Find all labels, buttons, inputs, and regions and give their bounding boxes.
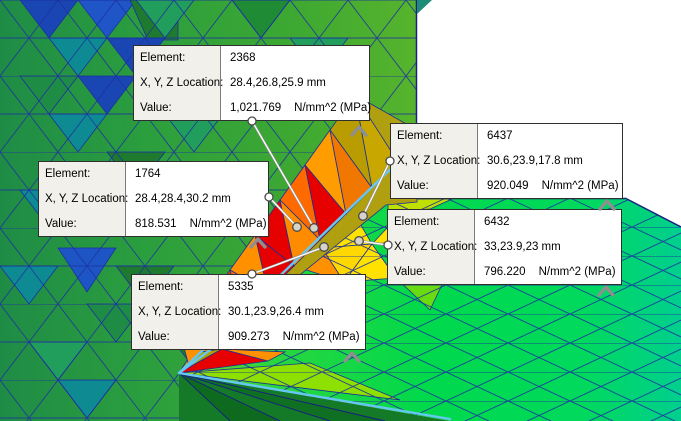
probe-callout-2[interactable]: Element: 1764 X, Y, Z Location: 28.4,28.… — [38, 161, 269, 237]
callout-value-element: 6437 — [487, 130, 513, 143]
callout-value-value: 818.531 N/mm^2 (MPa) — [135, 217, 267, 230]
callout-value-location: 33,23.9,23 mm — [484, 240, 561, 253]
probe-callout-3[interactable]: Element: 6437 X, Y, Z Location: 30.6,23.… — [390, 123, 623, 199]
callout-label-location: X, Y, Z Location: — [132, 299, 221, 325]
callout-value-location: 30.1,23.9,26.4 mm — [228, 305, 324, 318]
probe-callout-1[interactable]: Element: 2368 X, Y, Z Location: 28.4,26.… — [133, 45, 372, 121]
callout-value-value: 1,021.769 N/mm^2 (MPa) — [230, 101, 372, 114]
callout-value-location: 28.4,28.4,30.2 mm — [135, 192, 231, 205]
callout-label-location: X, Y, Z Location: — [388, 234, 477, 260]
callout-label-location: X, Y, Z Location: — [134, 70, 223, 96]
probe-callout-4[interactable]: Element: 6432 X, Y, Z Location: 33,23.9,… — [387, 209, 622, 285]
callout-label-value: Value: — [388, 259, 475, 284]
callout-value-element: 6432 — [484, 216, 510, 229]
callout-value-value: 920.049 N/mm^2 (MPa) — [487, 179, 619, 192]
callout-value-element: 2368 — [230, 52, 256, 65]
callout-label-element: Element: — [391, 124, 478, 149]
callout-label-value: Value: — [132, 324, 219, 349]
probe-callout-5[interactable]: Element: 5335 X, Y, Z Location: 30.1,23.… — [131, 274, 366, 350]
callout-label-value: Value: — [134, 95, 221, 120]
callout-value-value: 796.220 N/mm^2 (MPa) — [484, 265, 616, 278]
callout-label-element: Element: — [388, 210, 475, 235]
callout-label-element: Element: — [132, 275, 219, 300]
callout-label-value: Value: — [391, 173, 478, 198]
callout-value-element: 5335 — [228, 281, 254, 294]
callout-label-element: Element: — [134, 46, 221, 71]
callout-value-element: 1764 — [135, 168, 161, 181]
callout-value-location: 30.6,23.9,17.8 mm — [487, 154, 583, 167]
callout-value-location: 28.4,26.8,25.9 mm — [230, 76, 326, 89]
callout-label-location: X, Y, Z Location: — [391, 148, 480, 174]
callout-label-location: X, Y, Z Location: — [39, 186, 128, 212]
callout-label-value: Value: — [39, 211, 126, 236]
callout-label-element: Element: — [39, 162, 126, 187]
callout-value-value: 909.273 N/mm^2 (MPa) — [228, 330, 360, 343]
